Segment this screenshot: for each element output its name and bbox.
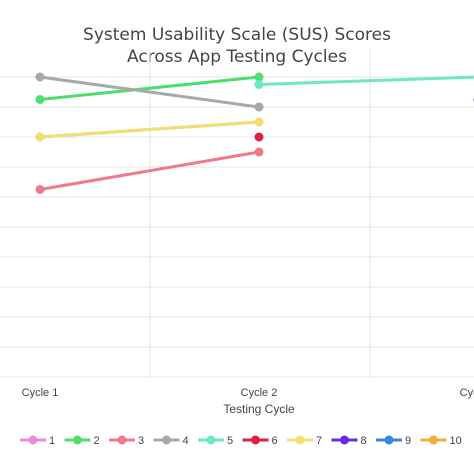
legend-label: 9	[405, 435, 411, 447]
series-2-point[interactable]	[254, 72, 264, 82]
legend-item-9[interactable]: 9	[376, 435, 411, 447]
grid	[0, 47, 474, 378]
legend-swatch-dot	[162, 435, 171, 445]
x-axis-ticks: Cycle 1 Cycle 2 Cycle 3	[22, 387, 474, 399]
series-5-line	[257, 75, 474, 86]
series-4-point[interactable]	[254, 102, 264, 112]
legend-label: 5	[227, 435, 233, 447]
legend-item-4[interactable]: 4	[153, 435, 189, 447]
x-tick-label: Cycle 2	[241, 387, 278, 399]
series-points	[35, 72, 474, 194]
legend-swatch-dot	[251, 435, 260, 445]
series-4-line	[38, 75, 261, 109]
legend-item-2[interactable]: 2	[64, 435, 100, 447]
series-7-point[interactable]	[254, 117, 264, 127]
series-3-point[interactable]	[254, 147, 264, 157]
x-tick-label: Cycle 3	[460, 387, 474, 399]
series-3-point[interactable]	[35, 185, 45, 194]
legend-swatch-dot	[384, 435, 394, 445]
chart-title-line-2: Across App Testing Cycles	[127, 47, 347, 67]
legend-item-3[interactable]: 3	[109, 435, 144, 447]
legend-item-7[interactable]: 7	[287, 435, 322, 447]
legend-item-6[interactable]: 6	[242, 435, 278, 447]
legend-label: 6	[272, 435, 278, 447]
series-2-point[interactable]	[35, 95, 45, 104]
series-6-point[interactable]	[254, 132, 264, 142]
series-4-point[interactable]	[35, 72, 45, 82]
legend-swatch-dot	[117, 435, 127, 445]
chart-title-line-1: System Usability Scale (SUS) Scores	[83, 25, 391, 45]
x-tick-label: Cycle 1	[22, 387, 59, 399]
legend-swatch-dot	[429, 435, 438, 445]
legend-item-5[interactable]: 5	[198, 435, 233, 447]
legend-label: 4	[183, 435, 189, 447]
legend-label: 8	[361, 435, 367, 447]
legend-label: 10	[450, 435, 462, 447]
legend-item-1[interactable]: 1	[20, 435, 55, 447]
series-3-line	[38, 150, 261, 191]
x-axis-title: Testing Cycle	[223, 402, 295, 416]
series-lines	[38, 75, 474, 191]
series-5-point[interactable]	[254, 80, 264, 89]
legend-label: 1	[49, 435, 55, 447]
legend-label: 7	[316, 435, 322, 447]
legend-item-10[interactable]: 10	[420, 435, 462, 447]
legend-label: 2	[94, 435, 100, 447]
legend-swatch-dot	[73, 435, 82, 445]
series-2-line	[38, 75, 261, 101]
legend-swatch-dot	[28, 435, 38, 445]
legend-swatch-dot	[206, 435, 216, 445]
legend[interactable]: 1 2 3 4 5 6 7 8 9 10	[20, 435, 462, 447]
legend-swatch-dot	[340, 435, 349, 445]
series-7-line	[38, 120, 261, 139]
series-7-point[interactable]	[35, 132, 45, 142]
legend-label: 3	[138, 435, 144, 447]
legend-swatch-dot	[295, 435, 305, 445]
legend-item-8[interactable]: 8	[331, 435, 367, 447]
